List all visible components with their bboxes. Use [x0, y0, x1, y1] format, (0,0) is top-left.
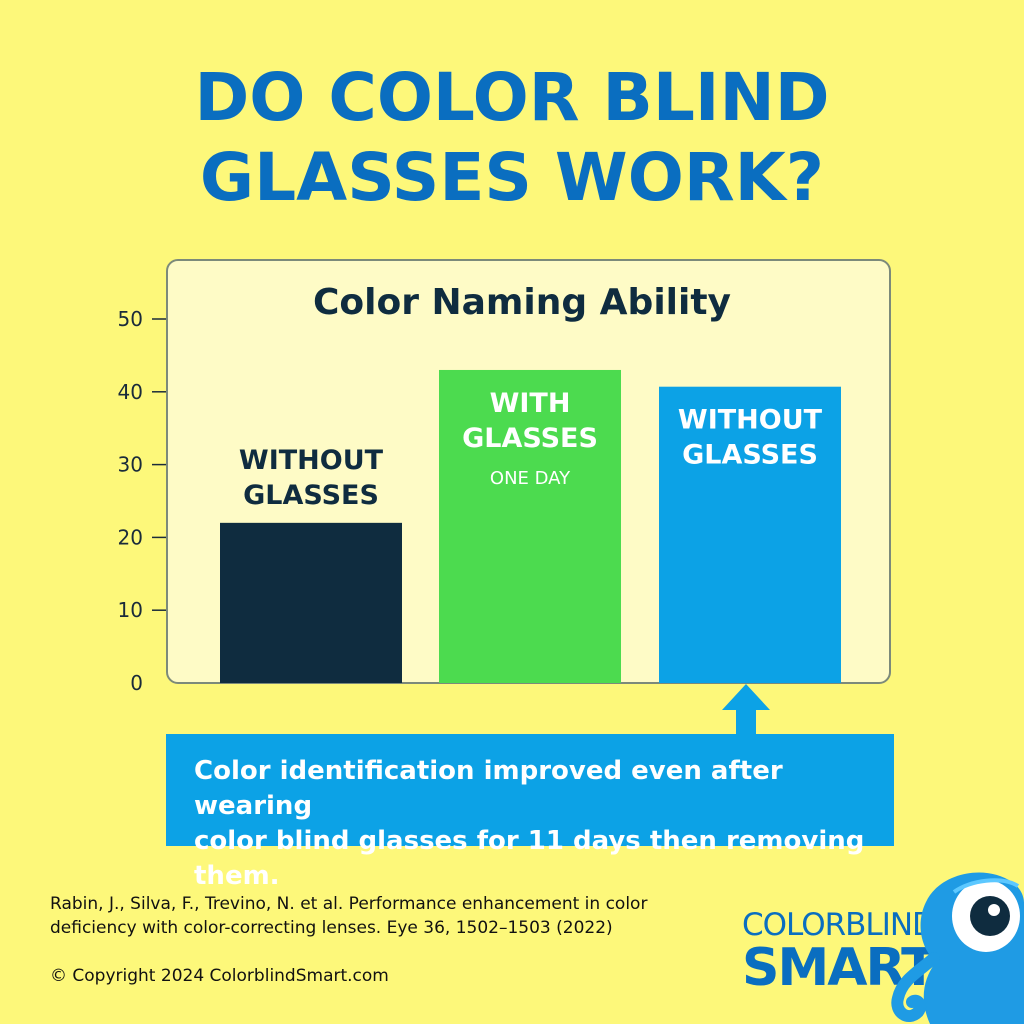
- arrow-up-icon: [722, 684, 770, 736]
- bar: [220, 522, 402, 683]
- bar: [439, 369, 621, 683]
- bar: [659, 386, 841, 683]
- bar-label: WITHOUT: [239, 445, 384, 476]
- headline: DO COLOR BLIND GLASSES WORK?: [0, 58, 1024, 218]
- citation-line-2: deficiency with color-correcting lenses.…: [50, 918, 613, 938]
- headline-line-2: GLASSES WORK?: [199, 139, 825, 216]
- headline-line-1: DO COLOR BLIND: [194, 59, 830, 136]
- copyright-text: © Copyright 2024 ColorblindSmart.com: [50, 966, 389, 986]
- y-tick-label: 50: [118, 307, 143, 331]
- bar-label: GLASSES: [682, 440, 818, 471]
- y-tick-label: 10: [118, 598, 143, 622]
- y-tick-label: 0: [130, 671, 143, 695]
- callout-line-2: color blind glasses for 11 days then rem…: [194, 826, 865, 891]
- bar-label: GLASSES: [243, 480, 379, 511]
- citation-line-1: Rabin, J., Silva, F., Trevino, N. et al.…: [50, 894, 648, 914]
- y-tick-label: 40: [118, 380, 143, 404]
- bar-label: WITHOUT: [678, 405, 823, 436]
- y-tick-label: 30: [118, 453, 143, 477]
- bar-sublabel: ONE DAY: [490, 468, 571, 489]
- octopus-mascot-icon: [891, 872, 1024, 1024]
- bar-label: GLASSES: [462, 423, 598, 454]
- callout-box: Color identification improved even after…: [166, 734, 894, 891]
- citation: Rabin, J., Silva, F., Trevino, N. et al.…: [50, 892, 730, 940]
- logo-text-top: COLORBLIND: [742, 907, 936, 943]
- y-tick-label: 20: [118, 525, 143, 549]
- bar-label: WITH: [490, 388, 571, 419]
- bar-chart: 0 10 20 30 40 50 WITHOUT GLASSES WITH GLASSES ONE …: [118, 307, 841, 695]
- chart-title: Color Naming Ability: [312, 282, 732, 323]
- callout-line-1: Color identification improved even after…: [194, 756, 783, 821]
